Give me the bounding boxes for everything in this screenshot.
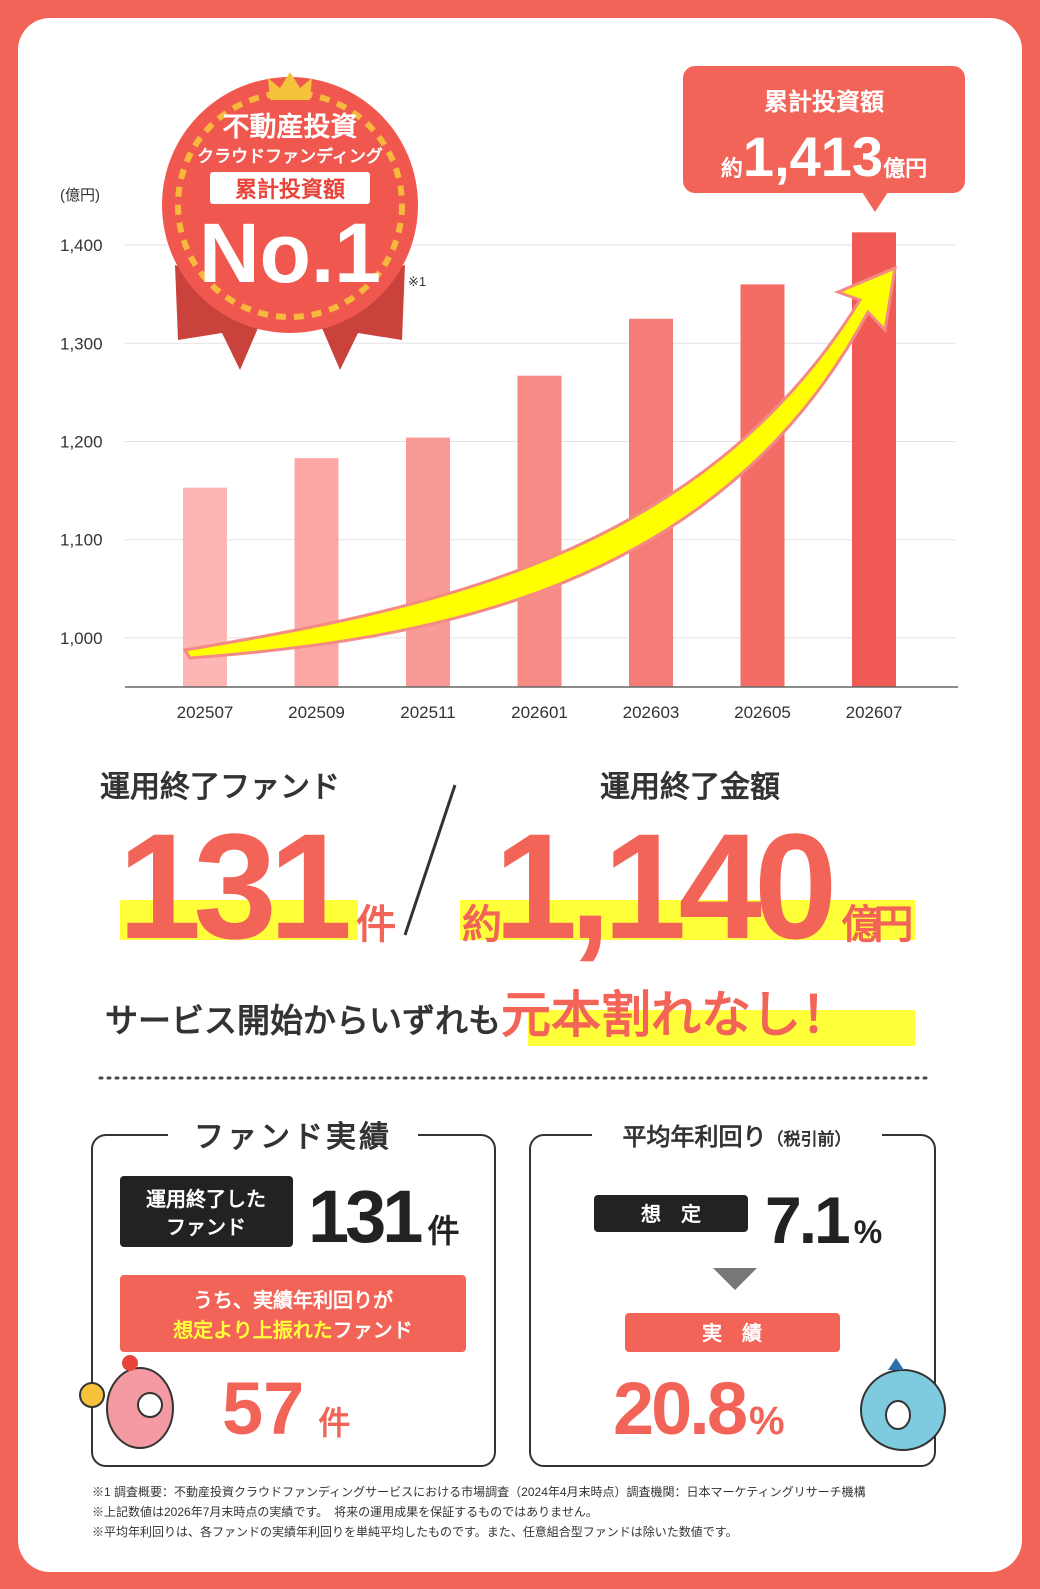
sub-rest: ファンド (333, 1320, 413, 1342)
stat-label: 運用終了ファンド (100, 770, 340, 804)
callout-number: 1,413 (743, 125, 883, 188)
footnote: ※平均年利回りは、各ファンドの実績年利回りを単純平均したものです。また、任意組合… (92, 1524, 738, 1539)
badge-text: クラウドファンディング (197, 146, 383, 166)
bar (294, 458, 339, 687)
actual-yield: 20.8% (613, 1367, 784, 1450)
x-tick-label: 202511 (400, 703, 455, 722)
stat-value: 131 件 (118, 802, 395, 970)
y-axis-unit: (億円) (60, 187, 100, 204)
character-mouth (137, 1392, 163, 1418)
y-tick-label: 1,100 (60, 531, 103, 550)
character-crown (888, 1358, 904, 1370)
count-unit: 件 (427, 1213, 459, 1249)
panel-title: ファンド実績 (194, 1121, 392, 1154)
callout-pointer (862, 192, 888, 212)
yield-unit: % (854, 1214, 882, 1250)
slash (403, 784, 457, 936)
badge-rank: No.1 (199, 206, 381, 300)
yield-number: 20.8 (613, 1367, 746, 1450)
label-text: 想 定 (641, 1202, 701, 1226)
bar (406, 437, 450, 687)
x-tick-label: 202605 (734, 703, 791, 722)
badge-text: 累計投資額 (235, 177, 345, 202)
claim-lead: サービス開始からいずれも (105, 1002, 501, 1039)
sub-text: 想定より上振れたファンド (173, 1318, 413, 1342)
badge-circle (162, 77, 418, 333)
character-bow (122, 1355, 138, 1371)
label-box (625, 1313, 840, 1352)
label-text: 実 績 (702, 1321, 762, 1345)
label-box (594, 1195, 748, 1232)
panel-title-bg (168, 1120, 418, 1150)
growth-arrow (182, 265, 897, 660)
sub-text: うち、実績年利回りが (193, 1288, 393, 1312)
highlight (460, 900, 915, 940)
claim-highlight: 元本割れなし！ (501, 987, 851, 1043)
stat-unit: 億円 (841, 903, 911, 947)
yield-number: 7.1 (765, 1183, 849, 1257)
y-tick-label: 1,300 (60, 334, 103, 353)
footnote-ref: ※1 (408, 274, 426, 289)
stat-number: 131 (118, 802, 349, 970)
panel-title: 平均年利回り（税引前） (623, 1123, 852, 1151)
count-number: 131 (308, 1175, 422, 1258)
down-arrow (713, 1268, 757, 1290)
bar (740, 284, 785, 687)
crown (268, 72, 312, 100)
sub-box (120, 1275, 466, 1352)
callout-title: 累計投資額 (764, 88, 884, 116)
y-tick-label: 1,400 (60, 236, 103, 255)
badge-box (210, 172, 370, 204)
label-text: 運用終了した (146, 1187, 266, 1211)
badge-text: 不動産投資 (223, 111, 358, 142)
x-tick-label: 202507 (177, 703, 234, 722)
label-text: ファンド (166, 1217, 246, 1239)
x-tick-label: 202601 (511, 703, 568, 722)
panel-title-bg (592, 1120, 882, 1150)
callout-box (683, 66, 965, 193)
highlight (120, 900, 358, 940)
callout-unit: 億円 (883, 156, 927, 181)
footnote: ※1 調査概要：不動産投資クラウドファンディングサービスにおける市場調査（202… (92, 1484, 866, 1499)
fund-count: 131 件 (308, 1175, 459, 1258)
character-item (79, 1382, 105, 1408)
highlight (528, 1010, 915, 1046)
claim: サービス開始からいずれも元本割れなし！ (105, 987, 851, 1043)
x-tick-label: 202603 (623, 703, 680, 722)
count-number: 57 (222, 1367, 304, 1450)
x-tick-label: 202509 (288, 703, 345, 722)
callout-prefix: 約 (721, 156, 743, 181)
sub-count: 57 件 (222, 1367, 350, 1450)
x-tick-label: 202607 (846, 703, 903, 722)
character-mouth (885, 1400, 911, 1430)
callout-value: 約1,413億円 (721, 125, 927, 188)
bar (517, 375, 562, 687)
stat-label: 運用終了金額 (600, 770, 780, 804)
yield-unit: % (749, 1399, 784, 1443)
title-note: （税引前） (767, 1129, 852, 1149)
y-tick-label: 1,000 (60, 629, 103, 648)
stat-number: 1,140 (494, 802, 832, 970)
count-unit: 件 (318, 1405, 350, 1441)
sub-highlight: 想定より上振れた (173, 1318, 333, 1342)
footnote: ※上記数値は2026年7月末時点の実績です。 将来の運用成果を保証するものではあ… (92, 1504, 598, 1519)
title-main: 平均年利回り (623, 1123, 767, 1151)
label-box (120, 1176, 293, 1247)
y-tick-label: 1,200 (60, 433, 103, 452)
